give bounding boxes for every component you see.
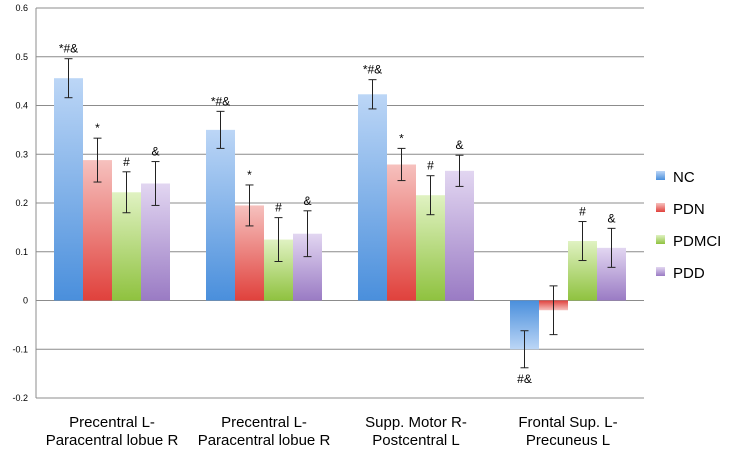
significance-label: #& (517, 372, 532, 386)
legend-swatch-nc (656, 171, 665, 180)
legend-swatch-pdd (656, 267, 665, 276)
bar-pdn-group-3 (387, 164, 416, 301)
category-label: Frontal Sup. L- (518, 414, 617, 431)
y-tick-label: 0.6 (15, 3, 28, 13)
significance-label: # (275, 201, 282, 215)
y-tick-label: 0.1 (15, 247, 28, 257)
significance-label: # (427, 159, 434, 173)
significance-label: & (607, 211, 615, 225)
bar-nc-group-2 (206, 129, 235, 301)
y-tick-label: -0.2 (12, 393, 28, 403)
category-label: Precuneus L (526, 432, 610, 449)
significance-label: *#& (59, 42, 78, 56)
axes: 0.6 0.5 0.4 0.3 0.2 0.1 0 -0.1 -0.2 (12, 3, 37, 403)
y-tick-label: 0.5 (15, 52, 28, 62)
bar-pdn-group-1 (83, 160, 112, 301)
y-tick-label: 0 (23, 296, 28, 306)
significance-label: & (455, 138, 463, 152)
significance-label: * (95, 121, 100, 135)
significance-label: # (579, 205, 586, 219)
significance-annotations: *#&*#&*#&*# &*#&*#&#&# & (59, 42, 616, 386)
y-tick-label: 0.4 (15, 101, 28, 111)
legend-swatch-pdmci (656, 235, 665, 244)
legend-swatch-pdn (656, 203, 665, 212)
significance-label: * (399, 131, 404, 145)
significance-label: *#& (363, 63, 382, 77)
bar-nc-group-1 (54, 78, 83, 301)
significance-label: & (303, 194, 311, 208)
category-label: Supp. Motor R- (365, 414, 467, 431)
bars (54, 78, 626, 350)
legend-label-nc: NC (673, 169, 695, 186)
legend: NC PDN PDMCI PDD (656, 169, 721, 282)
y-tick-label: -0.1 (12, 344, 28, 354)
significance-label: # (123, 155, 130, 169)
significance-label: & (151, 145, 159, 159)
category-label: Precentral L- (221, 414, 307, 431)
category-label: Paracentral lobue R (198, 432, 331, 449)
error-bars (64, 58, 616, 369)
category-label: Postcentral L (372, 432, 460, 449)
category-label: Precentral L- (69, 414, 155, 431)
significance-label: *#& (211, 94, 230, 108)
legend-label-pdmci: PDMCI (673, 233, 721, 250)
bar-pdd-group-3 (445, 170, 474, 301)
y-tick-label: 0.2 (15, 198, 28, 208)
legend-label-pdn: PDN (673, 201, 705, 218)
legend-label-pdd: PDD (673, 265, 705, 282)
bar-nc-group-3 (358, 94, 387, 301)
category-labels: Precentral L-Paracentral lobue RPrecentr… (46, 414, 618, 449)
significance-label: * (247, 168, 252, 182)
category-label: Paracentral lobue R (46, 432, 179, 449)
y-tick-label: 0.3 (15, 149, 28, 159)
